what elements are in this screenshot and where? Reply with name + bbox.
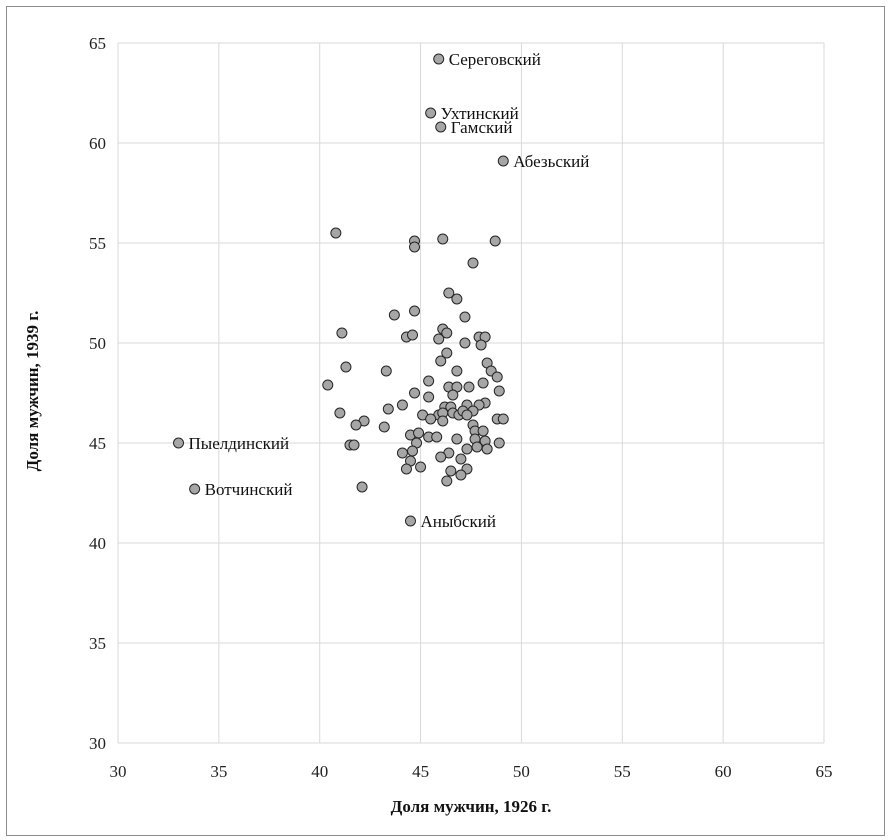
- data-point: [396, 399, 408, 411]
- data-point: [433, 333, 445, 345]
- data-point: [441, 475, 453, 487]
- y-tick-label: 60: [89, 134, 106, 153]
- data-point: [493, 385, 505, 397]
- data-point: [461, 443, 473, 455]
- data-point: [396, 447, 408, 459]
- data-point: [435, 451, 447, 463]
- data-point: [463, 381, 475, 393]
- data-point: [350, 419, 362, 431]
- data-point: [477, 425, 489, 437]
- point-label: Пыелдинский: [189, 434, 290, 453]
- data-point: [382, 403, 394, 415]
- data-point: [467, 257, 479, 269]
- point-label: Аныбский: [420, 512, 495, 531]
- data-point: [407, 445, 419, 457]
- x-tick-label: 60: [715, 762, 732, 781]
- data-point: [380, 365, 392, 377]
- gridlines: [117, 42, 825, 744]
- point-label: Ухтинский: [441, 104, 519, 123]
- data-point: [356, 481, 368, 493]
- data-point: [489, 235, 501, 247]
- data-point: [423, 375, 435, 387]
- data-point: [455, 469, 467, 481]
- x-tick-label: 45: [412, 762, 429, 781]
- y-tick-label: 65: [89, 34, 106, 53]
- data-point: [477, 377, 489, 389]
- data-point: [400, 463, 412, 475]
- x-axis-title: Доля мужчин, 1926 г.: [391, 797, 552, 816]
- labeled-data-point: [173, 437, 185, 449]
- labeled-data-point: [435, 121, 447, 133]
- data-point: [451, 433, 463, 445]
- data-point: [334, 407, 346, 419]
- data-point: [455, 453, 467, 465]
- y-tick-label: 50: [89, 334, 106, 353]
- data-point: [447, 389, 459, 401]
- y-tick-label: 30: [89, 734, 106, 753]
- data-point: [441, 327, 453, 339]
- labeled-data-point: [404, 515, 416, 527]
- data-point: [330, 227, 342, 239]
- y-tick-label: 55: [89, 234, 106, 253]
- y-axis-title: Доля мужчин, 1939 г.: [23, 311, 42, 472]
- point-label: Абезьский: [513, 152, 589, 171]
- data-point: [491, 371, 503, 383]
- data-point: [407, 329, 419, 341]
- data-point: [409, 305, 421, 317]
- x-tick-label: 50: [513, 762, 530, 781]
- tick-labels: 30 35 40 45 50 55 60 65 30 35 40 45 50 55 60 65: [89, 34, 833, 781]
- data-point: [481, 443, 493, 455]
- data-point: [443, 287, 455, 299]
- data-point: [459, 311, 471, 323]
- point-label: Сереговский: [449, 50, 541, 69]
- data-points: [173, 53, 509, 527]
- data-point: [493, 437, 505, 449]
- data-point: [451, 293, 463, 305]
- x-tick-label: 40: [311, 762, 328, 781]
- labeled-data-point: [497, 155, 509, 167]
- data-point: [451, 365, 463, 377]
- data-point: [441, 347, 453, 359]
- data-point: [459, 337, 471, 349]
- x-tick-label: 35: [210, 762, 227, 781]
- data-point: [348, 439, 360, 451]
- data-point: [461, 409, 473, 421]
- x-tick-label: 30: [110, 762, 127, 781]
- labeled-data-point: [425, 107, 437, 119]
- x-tick-label: 65: [816, 762, 833, 781]
- point-label: Вотчинский: [205, 480, 293, 499]
- data-point: [336, 327, 348, 339]
- data-point: [437, 233, 449, 245]
- data-point: [437, 415, 449, 427]
- labeled-data-point: [189, 483, 201, 495]
- data-point: [497, 413, 509, 425]
- data-point: [435, 355, 447, 367]
- data-point: [471, 441, 483, 453]
- point-label: Гамский: [451, 118, 513, 137]
- data-point: [388, 309, 400, 321]
- y-tick-label: 45: [89, 434, 106, 453]
- y-tick-label: 40: [89, 534, 106, 553]
- x-tick-label: 55: [614, 762, 631, 781]
- data-point: [413, 427, 425, 439]
- data-point: [475, 339, 487, 351]
- data-point: [409, 387, 421, 399]
- data-point: [425, 413, 437, 425]
- data-point: [415, 461, 427, 473]
- labeled-data-point: [433, 53, 445, 65]
- y-tick-label: 35: [89, 634, 106, 653]
- data-point: [423, 391, 435, 403]
- data-point: [445, 465, 457, 477]
- data-point: [340, 361, 352, 373]
- data-point: [322, 379, 334, 391]
- data-point: [431, 431, 443, 443]
- data-point: [409, 241, 421, 253]
- data-point: [378, 421, 390, 433]
